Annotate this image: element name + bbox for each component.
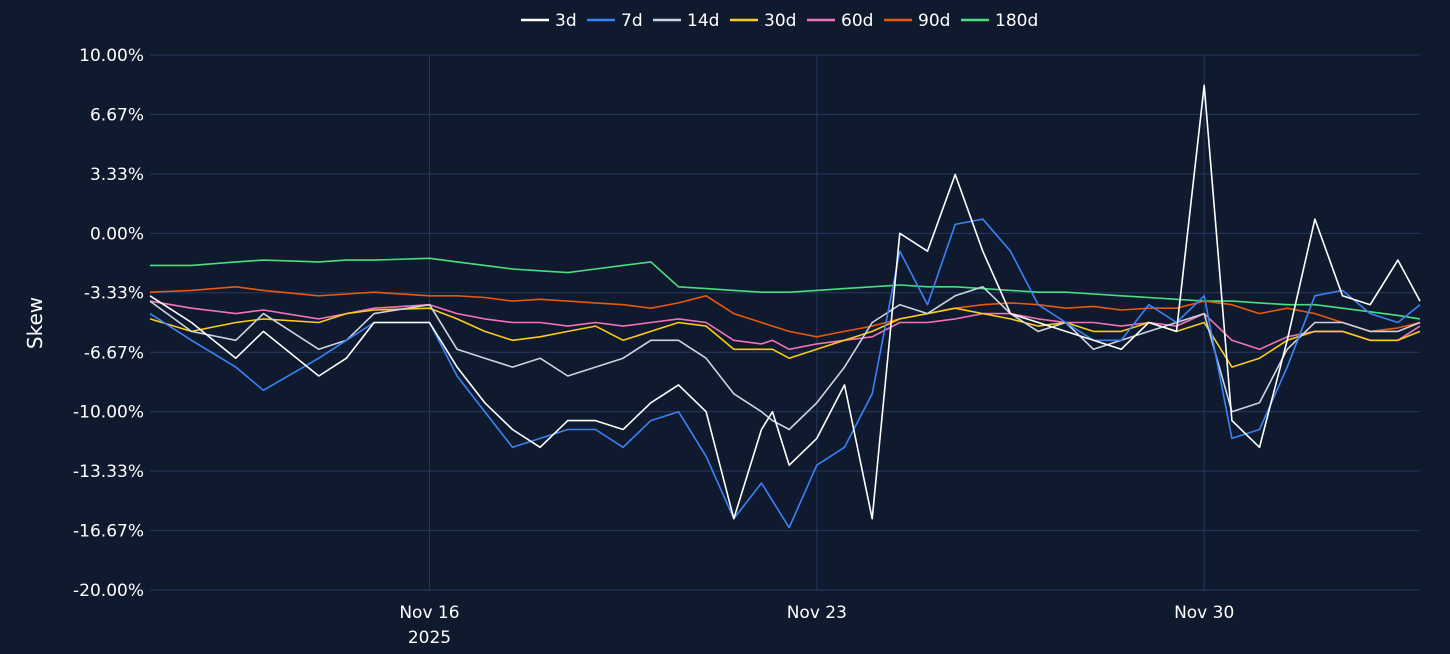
series-line-7d xyxy=(149,218,1421,529)
legend-label: 7d xyxy=(621,11,643,31)
y-axis-title: Skew xyxy=(23,297,47,349)
legend-label: 60d xyxy=(841,11,873,31)
series-line-90d xyxy=(149,285,1421,338)
x-tick-label: Nov 30 xyxy=(1174,603,1234,623)
series-layer xyxy=(149,84,1421,529)
legend-label: 180d xyxy=(995,11,1038,31)
y-tick-label: -3.33% xyxy=(84,284,144,304)
legend-label: 14d xyxy=(687,11,719,31)
legend-item-3d[interactable]: 3d xyxy=(521,11,577,31)
series-line-3d xyxy=(149,84,1421,520)
legend: 3d 7d 14d 30d 60d 90d 180d xyxy=(521,11,1038,31)
legend-label: 3d xyxy=(555,11,577,31)
legend-item-180d[interactable]: 180d xyxy=(961,11,1038,31)
y-tick-label: 0.00% xyxy=(90,224,144,244)
y-tick-label: 3.33% xyxy=(90,165,144,185)
y-tick-label: -10.00% xyxy=(73,403,144,423)
series-line-180d xyxy=(150,257,1421,320)
grid-layer xyxy=(150,54,1420,591)
legend-item-90d[interactable]: 90d xyxy=(884,11,950,31)
y-tick-label: 10.00% xyxy=(79,46,144,66)
y-tick-label: -16.67% xyxy=(73,522,144,542)
legend-item-30d[interactable]: 30d xyxy=(730,11,796,31)
y-tick-label: -6.67% xyxy=(84,343,144,363)
legend-label: 90d xyxy=(918,11,950,31)
series-line-14d xyxy=(149,285,1421,431)
y-tick-label: -20.00% xyxy=(73,581,144,601)
x-tick-label: Nov 16 xyxy=(399,603,459,623)
y-tick-label: 6.67% xyxy=(90,105,144,125)
axis-layer: 10.00% 6.67% 3.33% 0.00% -3.33% -6.67% -10.00%… xyxy=(73,46,1234,648)
series-line-60d xyxy=(149,300,1421,351)
y-tick-label: -13.33% xyxy=(73,462,144,482)
legend-item-14d[interactable]: 14d xyxy=(653,11,719,31)
legend-item-60d[interactable]: 60d xyxy=(807,11,873,31)
x-tick-label: Nov 23 xyxy=(787,603,847,623)
series-line-30d xyxy=(149,307,1421,368)
legend-label: 30d xyxy=(764,11,796,31)
x-tick-sublabel: 2025 xyxy=(408,628,451,648)
legend-item-7d[interactable]: 7d xyxy=(587,11,643,31)
